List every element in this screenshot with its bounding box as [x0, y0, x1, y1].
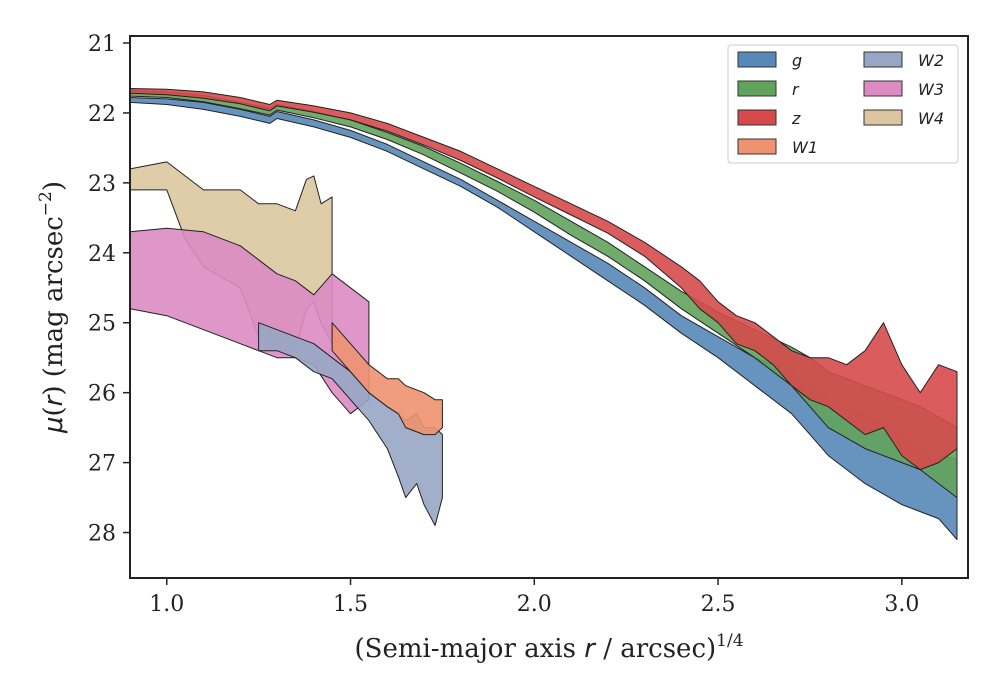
series-band-w1	[331, 322, 443, 436]
x-tick-label: 2.5	[701, 592, 736, 617]
series-layer	[130, 88, 958, 540]
legend-swatch-g	[737, 51, 777, 68]
legend-label-w4: W4	[918, 109, 944, 128]
y-axis-label-close: )	[39, 385, 69, 395]
legend-swatch-r	[737, 80, 777, 97]
legend-label-g: g	[792, 51, 802, 70]
y-axis-label-variable: r	[39, 393, 69, 406]
x-axis-label: (Semi-major axis r / arcsec)1/4	[354, 631, 743, 664]
x-tick-label: 1.5	[333, 592, 368, 617]
legend-swatch-w1	[737, 138, 777, 155]
x-axis-label-suffix: / arcsec)	[595, 634, 716, 664]
y-axis-label: μ(r) (mag arcsec−2)	[36, 181, 69, 434]
y-tick-label: 26	[88, 382, 116, 407]
y-tick-label: 27	[88, 452, 116, 477]
x-axis-label-exponent: 1/4	[716, 631, 743, 651]
legend-label-r: r	[792, 80, 800, 99]
x-tick-label: 1.0	[149, 592, 184, 617]
y-axis-label-mu: μ	[39, 416, 69, 434]
y-tick-label: 25	[88, 312, 116, 337]
legend: g r z W1 W2 W3 W4	[727, 44, 959, 164]
y-axis-label-unit: (mag arcsec	[39, 216, 69, 385]
x-tick-label: 3.0	[884, 592, 919, 617]
y-axis-label-open: (	[39, 406, 69, 416]
legend-label-w3: W3	[918, 80, 944, 99]
series-band-z	[130, 88, 958, 471]
y-axis-label-exponent: −2	[36, 191, 56, 216]
legend-swatch-z	[737, 109, 777, 126]
y-tick-label: 24	[88, 242, 116, 267]
legend-label-w2: W2	[918, 51, 944, 70]
x-axis: 1.0 1.5 2.0 2.5 3.0	[149, 578, 919, 617]
y-axis-label-end: )	[39, 181, 69, 191]
legend-label-z: z	[791, 109, 801, 128]
plot-frame	[129, 35, 969, 579]
legend-label-w1: W1	[792, 138, 818, 157]
y-tick-label: 22	[88, 102, 116, 127]
x-tick-label: 2.0	[517, 592, 552, 617]
series-band-g	[130, 97, 958, 540]
y-axis: 21 22 23 24 25 26 27 28	[88, 32, 130, 547]
series-band-r	[130, 90, 958, 499]
y-tick-label: 23	[88, 172, 116, 197]
x-axis-label-prefix: (Semi-major axis	[354, 634, 584, 664]
x-axis-label-variable: r	[584, 634, 597, 664]
legend-box	[727, 44, 959, 164]
legend-swatch-w3	[863, 80, 903, 97]
legend-swatch-w4	[863, 109, 903, 126]
legend-swatch-w2	[863, 51, 903, 68]
y-tick-label: 28	[88, 522, 116, 547]
y-tick-label: 21	[88, 32, 116, 57]
